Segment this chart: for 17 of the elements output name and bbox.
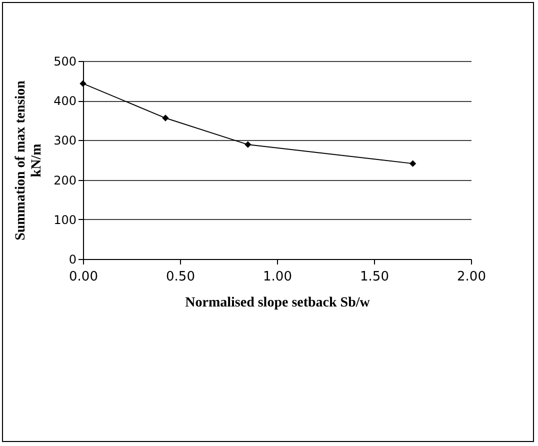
y-tick-label: 300 bbox=[54, 134, 76, 148]
y-axis-title: Summation of max tension kN/m bbox=[14, 80, 45, 240]
y-tick-label: 500 bbox=[54, 54, 76, 68]
x-tick-label: 0.50 bbox=[166, 270, 195, 284]
x-tick-label: 1.50 bbox=[360, 270, 389, 284]
point bbox=[244, 141, 252, 148]
y-tick-label: 400 bbox=[54, 94, 76, 108]
y-tick-label: 0 bbox=[68, 252, 76, 266]
x-tick-label: 0.00 bbox=[69, 270, 98, 284]
point bbox=[409, 160, 416, 167]
y-tick-label: 100 bbox=[54, 212, 76, 227]
point bbox=[162, 114, 169, 122]
x-tick-label: 1.00 bbox=[263, 270, 292, 284]
x-axis-title: Normalised slope setback Sb/w bbox=[185, 296, 371, 310]
y-tick-label: 200 bbox=[54, 173, 76, 188]
x-tick-label: 2.00 bbox=[457, 270, 486, 284]
point bbox=[80, 80, 86, 87]
